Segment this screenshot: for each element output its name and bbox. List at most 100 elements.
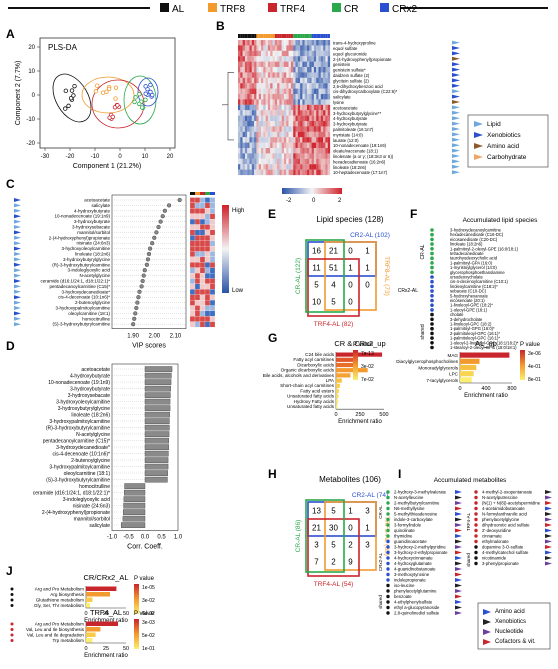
heatmap-cell xyxy=(307,148,310,154)
heatmap-cell xyxy=(293,110,296,116)
legend-marker-cofactors-vit- xyxy=(483,639,491,645)
accum-metab-category-marker xyxy=(455,495,462,500)
heatmap-cell xyxy=(297,110,301,116)
vip-heat-cell xyxy=(194,273,201,279)
heatmap-cell xyxy=(300,137,303,143)
heatmap-cell xyxy=(251,40,255,46)
heatmap-cell xyxy=(302,115,305,122)
heatmap-cell xyxy=(307,83,310,89)
vip-heat-group-bar xyxy=(195,192,200,195)
heatmap-cell xyxy=(313,50,317,57)
heatmap-cell xyxy=(263,169,266,176)
heatmap-cell xyxy=(286,148,289,154)
accum-metab-category-marker xyxy=(455,534,462,538)
heatmap-cell xyxy=(325,126,328,132)
heatmap-cell xyxy=(247,126,250,132)
heatmap-cell xyxy=(311,99,314,105)
accum-metab-dot xyxy=(386,523,390,527)
heatmap-cell xyxy=(316,164,319,170)
heatmap-cell xyxy=(290,61,294,68)
heatmap-row-label: myristate (14:0) xyxy=(333,132,363,137)
heatmap-cell xyxy=(304,104,308,111)
accum-lipid-dot xyxy=(430,326,434,331)
heatmap-cell xyxy=(267,115,271,122)
heatmap-cell xyxy=(300,142,303,149)
heatmap-cell xyxy=(242,137,245,143)
heatmap-cell xyxy=(309,158,312,165)
heatmap-cell xyxy=(304,99,308,105)
heatmap-cell xyxy=(238,137,241,143)
heatmap-cell xyxy=(247,77,250,84)
panel-label-f: F xyxy=(410,207,417,221)
accum-metab-item: dopamine 3-O-sulfate xyxy=(482,545,524,550)
venn-title: Metabolites (106) xyxy=(319,475,381,484)
heatmap-cell xyxy=(293,164,296,170)
corr-bar xyxy=(144,385,171,392)
heatmap-cell xyxy=(258,131,262,138)
heatmap-group-bar xyxy=(249,34,252,38)
accum-metab-dot xyxy=(386,495,390,500)
heatmap-cell xyxy=(238,115,241,122)
heatmap-cell xyxy=(263,72,266,78)
heatmap-cell xyxy=(307,88,310,95)
heatmap-cell xyxy=(309,126,312,132)
heatmap-row-label: hexadecadienoate (16:2n6) xyxy=(333,159,386,164)
heatmap-cell xyxy=(286,104,289,111)
heatmap-cell xyxy=(267,67,271,73)
heatmap-cell xyxy=(261,153,264,159)
venn-count: 0 xyxy=(365,281,370,290)
plsda-point xyxy=(72,83,77,89)
heatmap-cell xyxy=(261,88,264,95)
vip-point xyxy=(139,284,144,289)
heatmap-cell xyxy=(316,142,319,149)
heatmap-cell xyxy=(251,121,255,127)
vip-point xyxy=(144,262,149,267)
heatmap-cell xyxy=(258,148,262,154)
heatmap-cell xyxy=(244,169,248,176)
heatmap-row-category-marker xyxy=(452,143,460,148)
heatmap-cell xyxy=(263,104,266,111)
heatmap-cell xyxy=(270,56,273,62)
vip-colorbar-high: High xyxy=(232,208,244,214)
heatmap-row-category-marker xyxy=(452,110,460,115)
heatmap-cell xyxy=(295,115,298,122)
heatmap-cell xyxy=(270,169,273,176)
heatmap-cell xyxy=(327,61,331,68)
heatmap-cell xyxy=(247,99,250,105)
vip-heat-cell xyxy=(209,229,216,236)
heatmap-cell xyxy=(254,72,257,78)
heatmap-cell xyxy=(270,104,273,111)
heatmap-cell xyxy=(279,148,282,154)
heatmap-cell xyxy=(313,45,317,51)
heatmap-cell xyxy=(293,72,296,78)
accum-metab-category-marker xyxy=(545,545,552,549)
heatmap-cell xyxy=(309,142,312,149)
heatmap-cell xyxy=(311,61,314,68)
heatmap-cell xyxy=(251,50,255,57)
heatmap-row-label: daidzein sulfate (2) xyxy=(333,73,370,78)
heatmap-group-bar xyxy=(281,34,284,38)
heatmap-cell xyxy=(274,83,278,89)
accum-metab-category-marker xyxy=(455,528,462,533)
heatmap-cell xyxy=(293,131,296,138)
heatmap-cell xyxy=(309,40,312,46)
corr-row-label: ceramide (d16:1/24:1, d18:1/22:1)* xyxy=(33,491,110,497)
corr-frame xyxy=(111,363,179,531)
vip-heat-cell xyxy=(194,197,201,204)
heatmap-cell xyxy=(247,153,250,159)
hbar-bar xyxy=(86,597,93,602)
heatmap-cell xyxy=(261,45,264,51)
heatmap-cell xyxy=(318,45,321,51)
corr-row-label: mannitol/sorbitol xyxy=(74,517,110,523)
plsda-xtick-label: -20 xyxy=(66,154,75,160)
colorbar-tick-low: -2 xyxy=(286,198,292,204)
heatmap-cell xyxy=(240,45,243,51)
hbar-bar xyxy=(86,627,101,632)
vip-heat-cell xyxy=(194,208,201,214)
vip-heat-cell xyxy=(194,321,201,328)
accum-lipid-dot xyxy=(430,289,434,293)
heatmap-cell xyxy=(249,164,252,170)
heatmap-cell xyxy=(313,126,317,132)
heatmap-cell xyxy=(311,50,314,57)
